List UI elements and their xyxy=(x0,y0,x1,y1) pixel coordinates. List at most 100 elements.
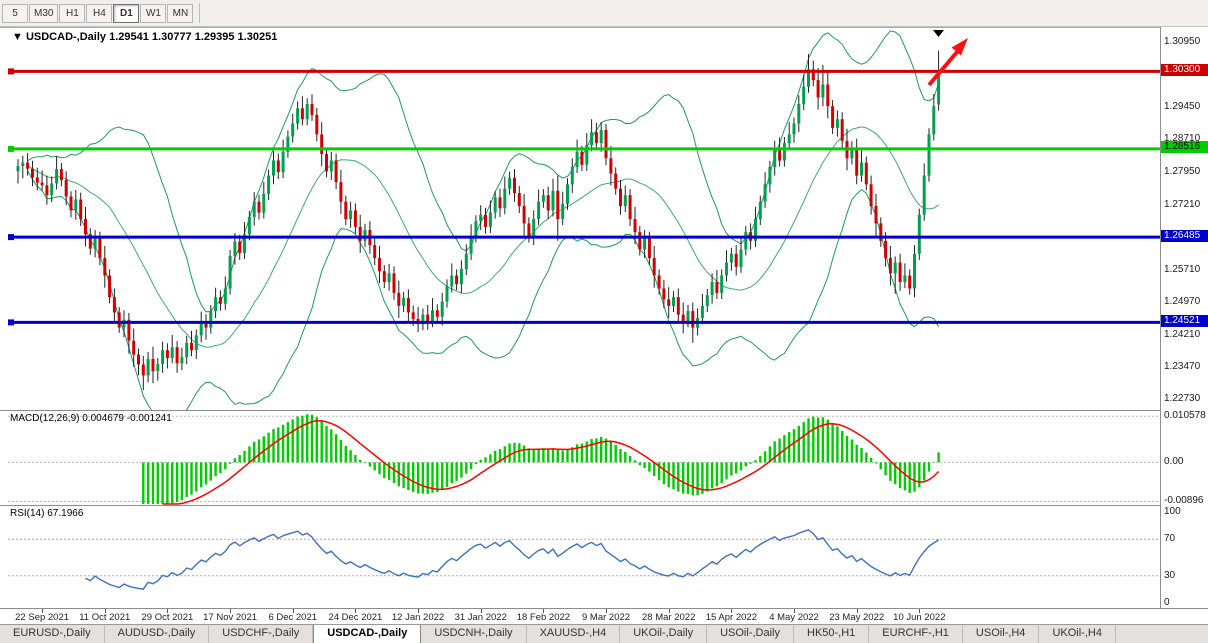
price-axis-label: 1.27210 xyxy=(1164,198,1201,210)
macd-axis-label: -0.00896 xyxy=(1164,495,1204,507)
tab-usdcnh-daily[interactable]: USDCNH-,Daily xyxy=(421,625,527,643)
date-tick xyxy=(543,609,545,613)
tab-audusd-daily[interactable]: AUDUSD-,Daily xyxy=(105,625,210,643)
line-handle xyxy=(8,234,14,241)
price-axis-label: 1.22730 xyxy=(1164,393,1201,405)
chart-ohlc-values: 1.29541 1.30777 1.29395 1.30251 xyxy=(109,31,278,43)
timeframe-button-mn[interactable]: MN xyxy=(167,3,194,23)
price-axis: 1.30950 1.29450 1.28710 1.27950 1.27210 1.257… xyxy=(1160,27,1208,608)
tab-usdchf-daily[interactable]: USDCHF-,Daily xyxy=(209,625,314,643)
macd-panel: MACD(12,26,9) 0.004679 -0.001241 xyxy=(0,410,1208,505)
date-tick xyxy=(104,609,106,613)
bollinger-bands xyxy=(27,30,940,421)
tab-xauusd-h4[interactable]: XAUUSD-,H4 xyxy=(527,625,621,643)
horizontal-line-1.26485[interactable] xyxy=(8,234,1160,241)
date-label: 23 May 2022 xyxy=(829,612,885,623)
price-axis-label: 1.29450 xyxy=(1164,101,1201,113)
timeframe-button-m30[interactable]: M30 xyxy=(29,3,59,23)
date-label: 18 Feb 2022 xyxy=(516,612,571,623)
tab-usoil-h4[interactable]: USOil-,H4 xyxy=(963,625,1040,643)
date-tick xyxy=(230,609,232,613)
tab-ukoil-h4[interactable]: UKOil-,H4 xyxy=(1039,625,1116,643)
date-label: 15 Apr 2022 xyxy=(705,612,757,623)
symbol-tab-bar: EURUSD-,Daily AUDUSD-,Daily USDCHF-,Daily U… xyxy=(0,624,1208,643)
tab-eurusd-daily[interactable]: EURUSD-,Daily xyxy=(0,625,105,643)
date-label: 29 Oct 2021 xyxy=(141,612,194,623)
macd-label: MACD(12,26,9) 0.004679 -0.001241 xyxy=(10,413,172,424)
rsi-axis-label: 30 xyxy=(1164,569,1176,581)
timeframe-button-w1[interactable]: W1 xyxy=(140,3,167,23)
trend-arrow[interactable] xyxy=(927,38,968,87)
date-tick xyxy=(794,609,796,613)
rsi-axis-label: 100 xyxy=(1164,506,1181,517)
timeframe-button-5[interactable]: 5 xyxy=(2,3,28,23)
timeframe-toolbar: 5 M30 H1 H4 D1 W1 MN xyxy=(0,0,1208,27)
horizontal-line-1.24521[interactable] xyxy=(8,319,1160,326)
macd-area[interactable] xyxy=(8,411,1160,505)
macd-histogram xyxy=(142,414,940,504)
price-axis-label: 1.23470 xyxy=(1164,361,1201,372)
timeframe-button-h4[interactable]: H4 xyxy=(86,3,113,23)
tab-hk50-h1[interactable]: HK50-,H1 xyxy=(794,625,870,643)
date-axis: 22 Sep 2021 11 Oct 2021 29 Oct 2021 17 Nov … xyxy=(0,608,1208,624)
date-tick xyxy=(292,609,294,613)
object-anchor-icon: ▼ xyxy=(12,31,23,43)
date-label: 28 Mar 2022 xyxy=(642,612,696,623)
tab-eurchf-h1[interactable]: EURCHF-,H1 xyxy=(869,625,963,643)
date-tick xyxy=(919,609,921,613)
date-label: 12 Jan 2022 xyxy=(391,612,445,623)
rsi-svg[interactable] xyxy=(8,506,1160,609)
price-badge-1.24521: 1.24521 xyxy=(1161,314,1208,327)
timeframe-button-h1[interactable]: H1 xyxy=(59,3,86,23)
bollinger-lower-band xyxy=(27,170,940,421)
date-tick xyxy=(606,609,608,613)
bollinger-upper-band xyxy=(27,30,940,313)
price-axis-label: 1.25710 xyxy=(1164,263,1201,275)
candles-layer xyxy=(16,50,941,391)
price-badge-1.26485: 1.26485 xyxy=(1161,229,1208,242)
price-badge-1.28516: 1.28516 xyxy=(1161,141,1208,154)
rsi-axis-label: 0 xyxy=(1164,597,1170,608)
date-label: 17 Nov 2021 xyxy=(203,612,258,623)
horizontal-line-1.28516[interactable] xyxy=(8,145,1160,152)
timeframe-button-d1[interactable]: D1 xyxy=(113,3,140,23)
date-tick xyxy=(42,609,44,613)
date-label: 11 Oct 2021 xyxy=(79,612,131,623)
date-tick xyxy=(856,609,858,613)
price-badge-1.30300: 1.30300 xyxy=(1161,63,1208,76)
main-chart-panel: ▼ USDCAD-,Daily 1.29541 1.30777 1.29395 … xyxy=(0,27,1208,421)
line-handle xyxy=(8,319,14,326)
macd-name: MACD(12,26,9) xyxy=(10,413,80,424)
tab-usdcad-daily[interactable]: USDCAD-,Daily xyxy=(313,625,422,643)
price-axis-label: 1.27950 xyxy=(1164,166,1201,178)
date-tick xyxy=(668,609,670,613)
tab-usoil-daily[interactable]: USOil-,Daily xyxy=(707,625,794,643)
rsi-axis-label: 70 xyxy=(1164,533,1176,545)
date-tick xyxy=(480,609,482,613)
horizontal-line-1.30300[interactable] xyxy=(8,68,1160,75)
date-tick xyxy=(167,609,169,613)
date-tick xyxy=(355,609,357,613)
rsi-value: 67.1966 xyxy=(47,508,84,519)
price-axis-label: 1.24210 xyxy=(1164,328,1201,340)
rsi-line xyxy=(85,529,939,590)
main-chart-area[interactable] xyxy=(8,28,1160,421)
tab-ukoil-daily[interactable]: UKOil-,Daily xyxy=(620,625,708,643)
line-handle xyxy=(8,68,14,75)
main-chart-svg[interactable] xyxy=(8,28,1160,421)
toolbar-separator xyxy=(199,3,201,23)
date-label: 6 Dec 2021 xyxy=(268,612,318,623)
chart-symbol-label: USDCAD-,Daily xyxy=(25,31,107,43)
date-label: 31 Jan 2022 xyxy=(454,612,507,623)
date-label: 9 Mar 2022 xyxy=(582,612,631,623)
macd-axis-label: 0.010578 xyxy=(1164,410,1206,422)
macd-signal-line xyxy=(162,420,940,505)
rsi-area[interactable] xyxy=(8,506,1160,608)
current-bar-marker-icon xyxy=(933,30,944,37)
chart-title: ▼ USDCAD-,Daily 1.29541 1.30777 1.29395 … xyxy=(12,31,277,43)
rsi-label: RSI(14) 67.1966 xyxy=(10,508,83,519)
price-axis-label: 1.30950 xyxy=(1164,36,1201,48)
macd-values: 0.004679 -0.001241 xyxy=(82,413,172,424)
macd-svg[interactable] xyxy=(8,411,1160,506)
price-axis-label: 1.28710 xyxy=(1164,133,1201,145)
